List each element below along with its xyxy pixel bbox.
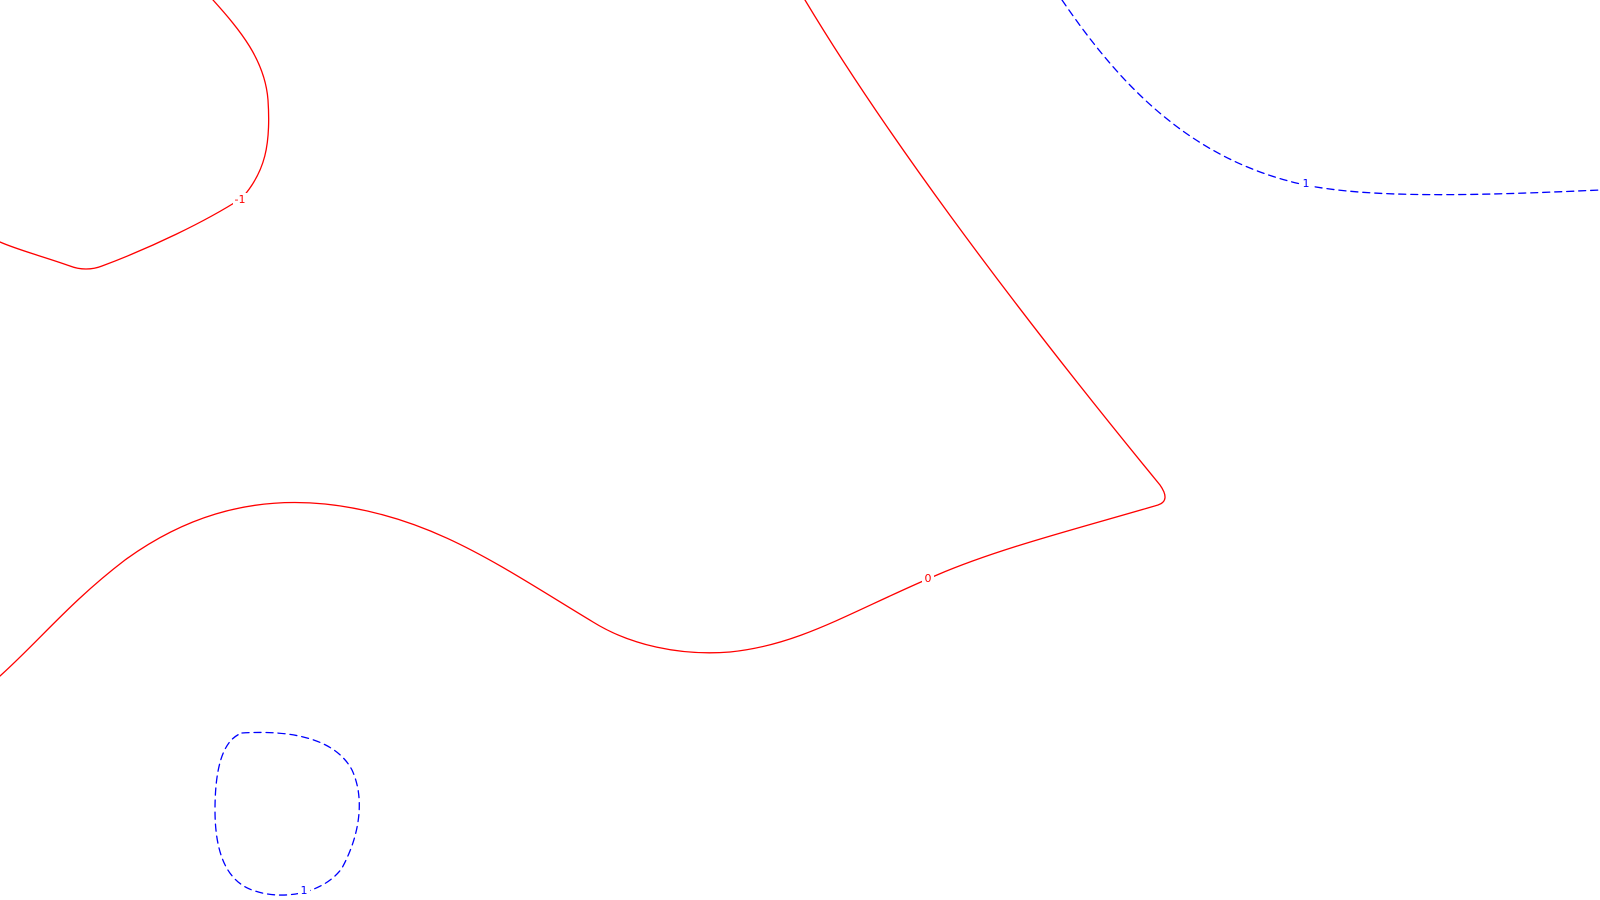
contour-label-neg1: -1 xyxy=(233,193,247,206)
contour-label-neg1-text: -1 xyxy=(235,193,246,206)
label-halo xyxy=(298,885,310,897)
contour-label-1-loop-text: 1 xyxy=(301,884,308,897)
label-halo xyxy=(922,572,934,584)
contour-line-level-1-loop xyxy=(214,731,360,896)
contour-label-0: 0 xyxy=(922,572,934,585)
contour-label-1-upper: 1 xyxy=(1300,177,1312,190)
contour-label-0-text: 0 xyxy=(925,572,932,585)
label-halo xyxy=(233,193,247,205)
contour-line-level-0 xyxy=(0,0,1166,677)
contour-line-level-1-upper xyxy=(1061,0,1600,196)
contour-label-1-upper-text: 1 xyxy=(1303,177,1310,190)
label-halo xyxy=(1300,178,1312,190)
contour-label-1-loop: 1 xyxy=(298,884,310,897)
contour-line-level-neg1 xyxy=(0,0,270,270)
